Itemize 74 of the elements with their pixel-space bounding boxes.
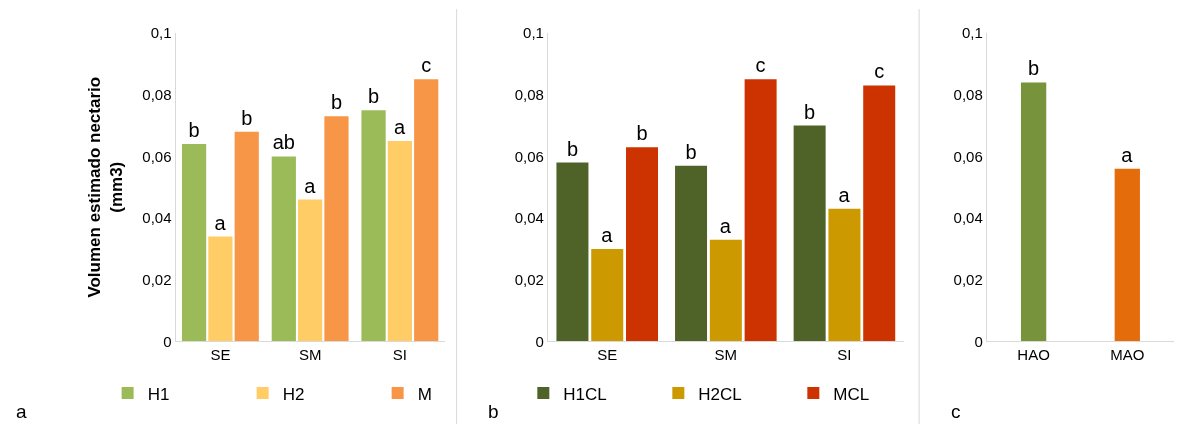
y-tick-label: 0,08 xyxy=(514,85,544,103)
y-tick-label: 0,08 xyxy=(142,85,172,103)
legend-label: H2CL xyxy=(698,384,742,404)
y-tick-label: 0,02 xyxy=(514,271,544,288)
data-label: b xyxy=(368,85,380,108)
data-label: ab xyxy=(272,131,295,154)
y-tick-label: 0,1 xyxy=(961,24,983,42)
legend-label: H2 xyxy=(282,384,305,404)
text: a xyxy=(16,401,27,422)
data-label: b xyxy=(1028,57,1040,80)
y-tick-label: 0 xyxy=(163,332,172,350)
data-label: b xyxy=(636,122,648,145)
bar xyxy=(863,85,896,342)
bar xyxy=(591,248,624,342)
y-axis-title: Volumen estimado nectario (mm3) xyxy=(84,76,126,298)
bar xyxy=(361,110,386,342)
data-label: a xyxy=(719,214,732,237)
x-tick-label: MAO xyxy=(1110,346,1145,364)
y-tick-label: 0 xyxy=(974,332,983,350)
bar xyxy=(271,156,296,342)
text: c xyxy=(951,401,961,422)
data-label: a xyxy=(1121,143,1134,166)
legend-label: H1CL xyxy=(563,384,607,404)
data-label: b xyxy=(804,100,816,123)
y-tick-label: 0 xyxy=(535,332,544,350)
data-label: c xyxy=(755,54,766,77)
data-label: c xyxy=(421,54,432,77)
y-tick-label: 0,08 xyxy=(953,85,983,103)
data-label: a xyxy=(304,174,317,197)
bar xyxy=(744,79,777,342)
data-label: a xyxy=(601,223,614,246)
bar xyxy=(709,239,742,342)
legend-label: MCL xyxy=(833,384,870,404)
x-tick-label: SE xyxy=(210,346,231,364)
data-label: b xyxy=(241,106,253,129)
x-tick-label: SE xyxy=(597,346,618,364)
data-label: b xyxy=(188,119,200,142)
x-tick-label: SI xyxy=(837,346,852,364)
bar xyxy=(234,131,259,342)
data-label: c xyxy=(874,60,885,83)
y-tick-label: 0,06 xyxy=(953,147,983,165)
data-label: b xyxy=(685,140,697,163)
data-label: b xyxy=(330,91,343,114)
x-tick-label: HAO xyxy=(1017,346,1050,364)
bar xyxy=(556,162,589,342)
bar xyxy=(828,208,861,342)
x-tick-label: SI xyxy=(392,346,407,364)
y-tick-label: 0,02 xyxy=(953,271,983,288)
y-tick-label: 0,06 xyxy=(514,147,544,165)
data-label: a xyxy=(393,115,406,138)
y-tick-label: 0,1 xyxy=(523,24,544,42)
y-tick-label: 0,04 xyxy=(514,209,544,227)
bar xyxy=(626,147,659,342)
y-tick-label: 0,1 xyxy=(150,24,172,42)
x-tick-label: SM xyxy=(298,346,322,364)
bar xyxy=(387,140,412,342)
legend-label: H1 xyxy=(147,384,170,404)
data-label: a xyxy=(214,211,227,234)
x-tick-label: SM xyxy=(714,346,738,364)
bar xyxy=(298,199,323,342)
data-label: b xyxy=(566,137,578,160)
y-tick-label: 0,02 xyxy=(142,271,172,288)
bar xyxy=(208,236,233,342)
text: b xyxy=(488,401,499,422)
y-tick-label: 0,04 xyxy=(953,209,983,227)
bar xyxy=(324,116,349,342)
bar xyxy=(675,165,708,342)
bar xyxy=(414,79,439,342)
y-tick-label: 0,04 xyxy=(142,209,172,227)
y-tick-label: 0,06 xyxy=(142,147,172,165)
data-label: a xyxy=(838,183,851,206)
bar xyxy=(793,125,826,342)
legend-label: M xyxy=(417,384,432,404)
bar xyxy=(181,144,207,342)
